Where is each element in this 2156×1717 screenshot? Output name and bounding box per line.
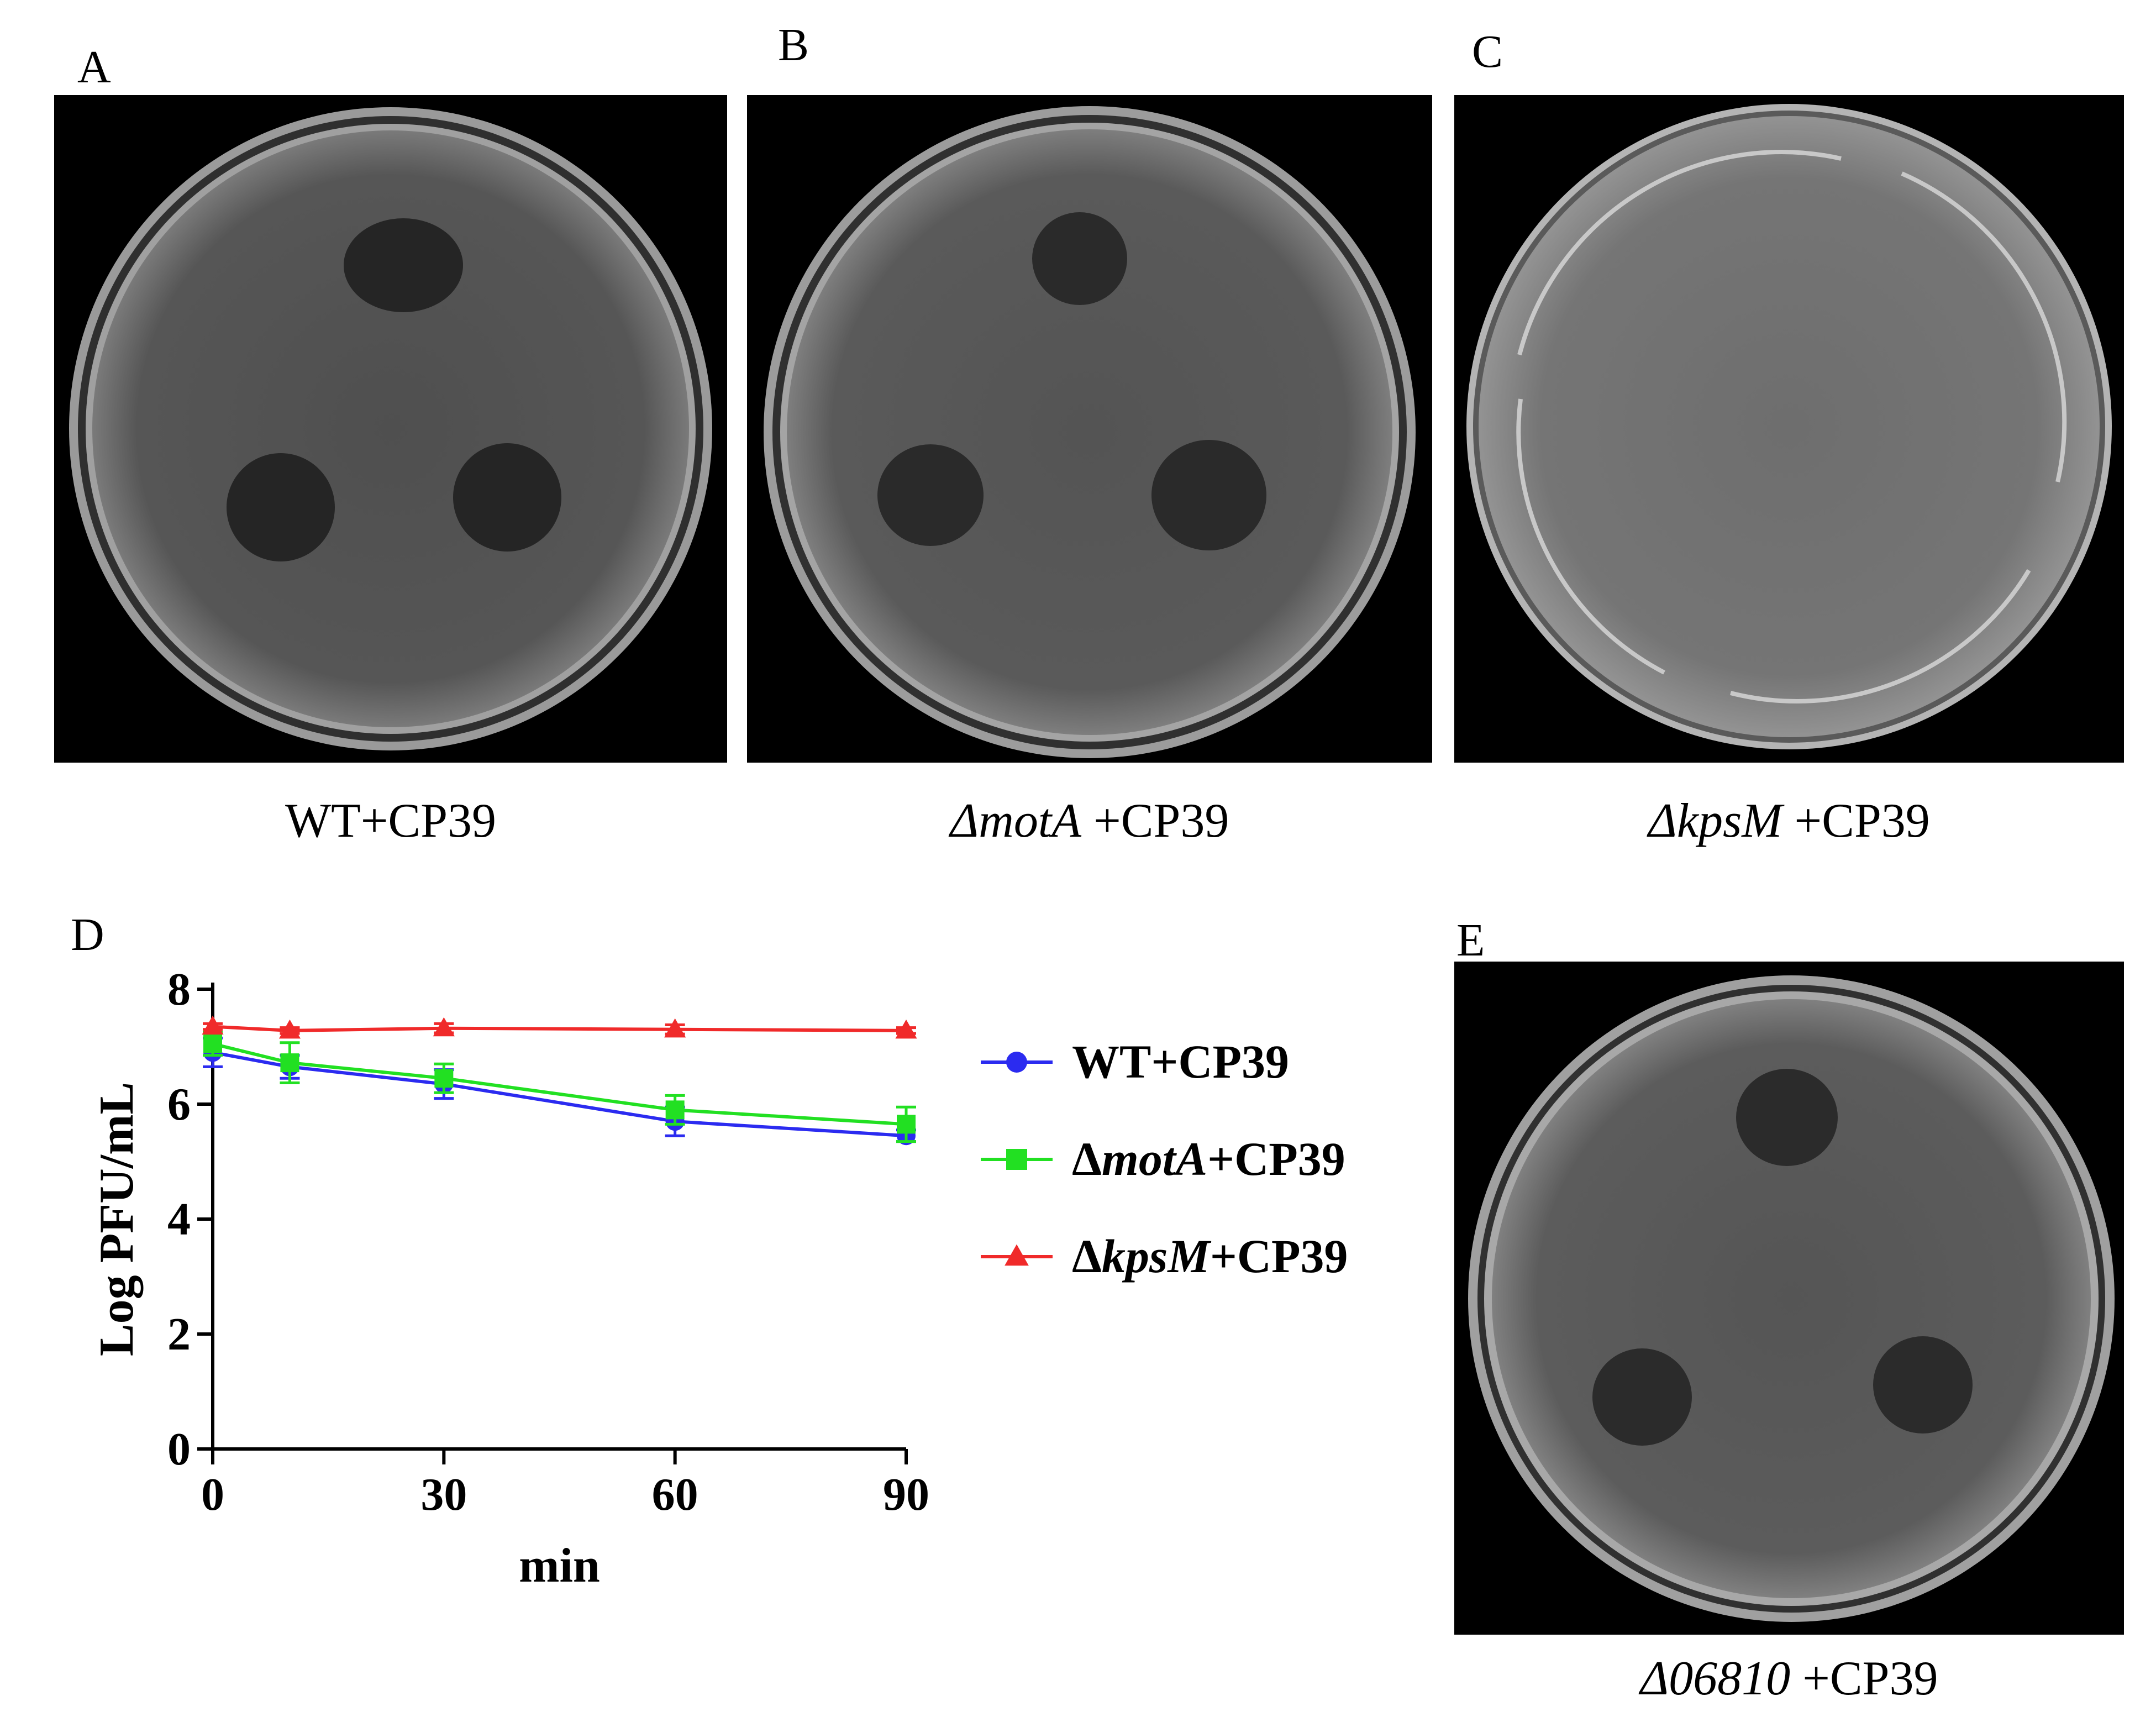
panel-label-b: B — [778, 19, 809, 71]
legend-label: WT+CP39 — [1072, 1035, 1289, 1088]
caption-kpsm: ΔkpsM +CP39 — [1454, 797, 2124, 846]
plaque-zone — [453, 443, 561, 552]
plate-photo-mota — [747, 95, 1432, 763]
agar-lawn — [787, 129, 1392, 735]
plaque-zone — [1592, 1348, 1692, 1446]
panel-label-a: A — [77, 41, 111, 93]
plaque-zone — [344, 218, 463, 312]
legend-label: ΔmotA+CP39 — [1072, 1132, 1345, 1185]
plate-photo-wt — [54, 95, 727, 763]
y-axis-label: Log PFU/mL — [90, 1082, 144, 1356]
data-point — [433, 1017, 455, 1037]
y-tick-label: 0 — [167, 1424, 191, 1475]
x-tick-label: 0 — [201, 1469, 224, 1520]
caption-06810-genotype: Δ06810 — [1640, 1652, 1791, 1705]
plaque-zone — [1736, 1069, 1838, 1166]
agar-lawn — [1479, 116, 2100, 737]
legend-label: ΔkpsM+CP39 — [1072, 1230, 1348, 1283]
y-tick-label: 6 — [167, 1079, 191, 1130]
y-tick-label: 8 — [167, 964, 191, 1015]
caption-mota: ΔmotA +CP39 — [747, 797, 1432, 846]
caption-06810: Δ06810 +CP39 — [1454, 1655, 2124, 1703]
legend-marker — [1006, 1052, 1027, 1073]
plaque-zone — [227, 453, 335, 561]
legend-marker — [1005, 1244, 1029, 1266]
plate-image-wt — [69, 107, 712, 750]
plaque-zone — [1873, 1336, 1973, 1434]
data-point — [664, 1018, 686, 1038]
plaque-zone — [1151, 440, 1266, 550]
x-tick-label: 30 — [420, 1469, 467, 1520]
panel-label-c: C — [1472, 26, 1503, 77]
data-point — [202, 1015, 224, 1035]
caption-wt: WT+CP39 — [285, 794, 497, 848]
data-point — [203, 1034, 222, 1053]
plaque-zone — [877, 444, 984, 546]
plate-image-mota — [764, 106, 1416, 758]
data-point — [434, 1069, 454, 1088]
panel-label-d: D — [71, 909, 104, 960]
caption-06810-phage: +CP39 — [1790, 1652, 1938, 1705]
x-axis-label: min — [519, 1539, 600, 1593]
plaque-zone — [1032, 212, 1127, 305]
data-point — [665, 1100, 685, 1120]
x-tick-label: 90 — [883, 1469, 929, 1520]
caption-kpsm-phage: +CP39 — [1782, 794, 1930, 848]
legend-marker — [1006, 1149, 1027, 1170]
pfu-chart: 0 2 4 6 8 0 30 60 90 min Log PFU/mL WT+CP39 ΔmotA+CP… — [90, 964, 1348, 1593]
agar-lawn — [1492, 999, 2091, 1598]
plate-image-kpsm — [1466, 104, 2112, 749]
y-tick-label: 4 — [167, 1194, 191, 1245]
caption-mota-genotype: ΔmotA — [950, 794, 1082, 848]
y-tick-label: 2 — [167, 1309, 191, 1360]
plate-image-06810 — [1468, 975, 2115, 1622]
caption-kpsm-genotype: ΔkpsM — [1648, 794, 1782, 848]
data-point — [895, 1019, 917, 1039]
caption-mota-phage: +CP39 — [1081, 794, 1229, 848]
agar-lawn — [92, 130, 689, 727]
plate-photo-kpsm — [1454, 95, 2124, 763]
data-point — [280, 1053, 299, 1073]
x-tick-label: 60 — [652, 1469, 698, 1520]
data-point — [897, 1115, 916, 1134]
plate-photo-06810 — [1454, 962, 2124, 1635]
data-point — [278, 1019, 301, 1039]
series-line-2 — [212, 1042, 907, 1126]
panel-label-e: E — [1456, 915, 1485, 966]
series-line-3 — [212, 1025, 907, 1032]
